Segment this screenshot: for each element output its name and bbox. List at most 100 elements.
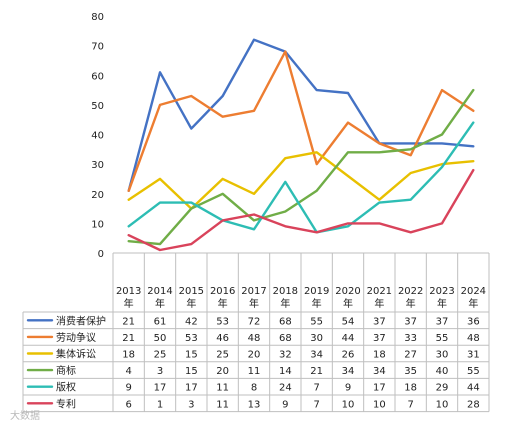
data-label: 21 [122,333,135,344]
data-label: 17 [185,383,198,394]
data-label: 54 [342,316,355,327]
data-label: 48 [467,333,480,344]
y-tick-label: 80 [91,12,104,23]
x-tick-unit: 年 [249,297,259,310]
data-label: 37 [373,316,386,327]
data-label: 4 [125,366,131,377]
data-label: 37 [404,316,417,327]
series-line [127,168,475,252]
x-tick-label: 2014 [147,286,172,297]
data-label: 33 [404,333,417,344]
data-label: 55 [310,316,323,327]
data-label: 31 [467,350,480,361]
series-line [127,121,475,234]
data-label: 7 [313,399,319,410]
x-tick-label: 2016 [210,286,235,297]
data-label: 55 [467,366,480,377]
watermark: 大数据 [10,411,40,422]
data-label: 28 [467,399,480,410]
data-label: 1 [157,399,163,410]
data-label: 24 [279,383,292,394]
data-label: 9 [125,383,131,394]
data-label: 11 [248,366,261,377]
data-label: 17 [154,383,167,394]
data-label: 10 [436,399,449,410]
data-label: 61 [154,316,167,327]
data-label: 18 [122,350,135,361]
x-tick-unit: 年 [155,297,165,310]
data-label: 34 [373,366,386,377]
data-label: 53 [216,316,229,327]
data-label: 68 [279,316,292,327]
data-label: 53 [185,333,198,344]
data-label: 30 [436,350,449,361]
data-label: 44 [467,383,480,394]
data-label: 10 [373,399,386,410]
y-tick-label: 60 [91,71,104,82]
x-tick-label: 2018 [273,286,298,297]
data-label: 7 [313,383,319,394]
y-tick-label: 30 [91,160,104,171]
data-label: 21 [310,366,323,377]
data-label: 20 [216,366,229,377]
x-tick-unit: 年 [280,297,290,310]
y-tick-label: 20 [91,190,104,201]
x-tick-unit: 年 [343,297,353,310]
legend-label: 集体诉讼 [56,348,96,361]
x-tick-unit: 年 [374,297,384,310]
data-label: 30 [310,333,323,344]
data-label: 25 [216,350,229,361]
data-label: 27 [404,350,417,361]
x-tick-label: 2021 [367,286,392,297]
x-tick-label: 2019 [304,286,329,297]
data-label: 32 [279,350,292,361]
legend-label: 消费者保护 [56,314,106,327]
data-label: 9 [282,399,288,410]
data-label: 3 [188,399,194,410]
series-lines [127,38,475,252]
y-tick-label: 0 [98,249,104,260]
data-label: 37 [436,316,449,327]
x-tick-label: 2015 [179,286,204,297]
x-tick-unit: 年 [437,297,447,310]
data-label: 37 [373,333,386,344]
data-label: 11 [216,399,229,410]
data-label: 11 [216,383,229,394]
x-tick-unit: 年 [468,297,478,310]
data-label: 6 [125,399,131,410]
data-label: 18 [404,383,417,394]
x-tick-unit: 年 [186,297,196,310]
data-label: 34 [342,366,355,377]
data-label: 15 [185,350,198,361]
x-tick-label: 2020 [335,286,360,297]
data-label: 26 [342,350,355,361]
data-label: 25 [154,350,167,361]
data-label: 17 [373,383,386,394]
data-label: 14 [279,366,292,377]
series-line [127,88,475,246]
legend-label: 版权 [56,381,76,394]
y-tick-label: 50 [91,101,104,112]
data-label: 8 [251,383,257,394]
legend-label: 商标 [56,364,76,377]
x-tick-unit: 年 [218,297,228,310]
legend-label: 专利 [56,397,76,410]
data-label: 29 [436,383,449,394]
x-tick-label: 2022 [398,286,423,297]
y-tick-label: 70 [91,42,104,53]
data-table: 2013年2014年2015年2016年2017年2018年2019年2020年… [22,253,490,413]
legend-label: 劳动争议 [56,331,96,344]
y-tick-label: 10 [91,219,104,230]
data-label: 10 [342,399,355,410]
data-label: 40 [436,366,449,377]
x-tick-label: 2024 [461,286,486,297]
y-tick-label: 40 [91,131,104,142]
series-line [127,50,475,193]
data-label: 44 [342,333,355,344]
x-tick-unit: 年 [124,297,134,310]
data-label: 68 [279,333,292,344]
x-tick-unit: 年 [406,297,416,310]
data-label: 13 [248,399,261,410]
data-label: 50 [154,333,167,344]
